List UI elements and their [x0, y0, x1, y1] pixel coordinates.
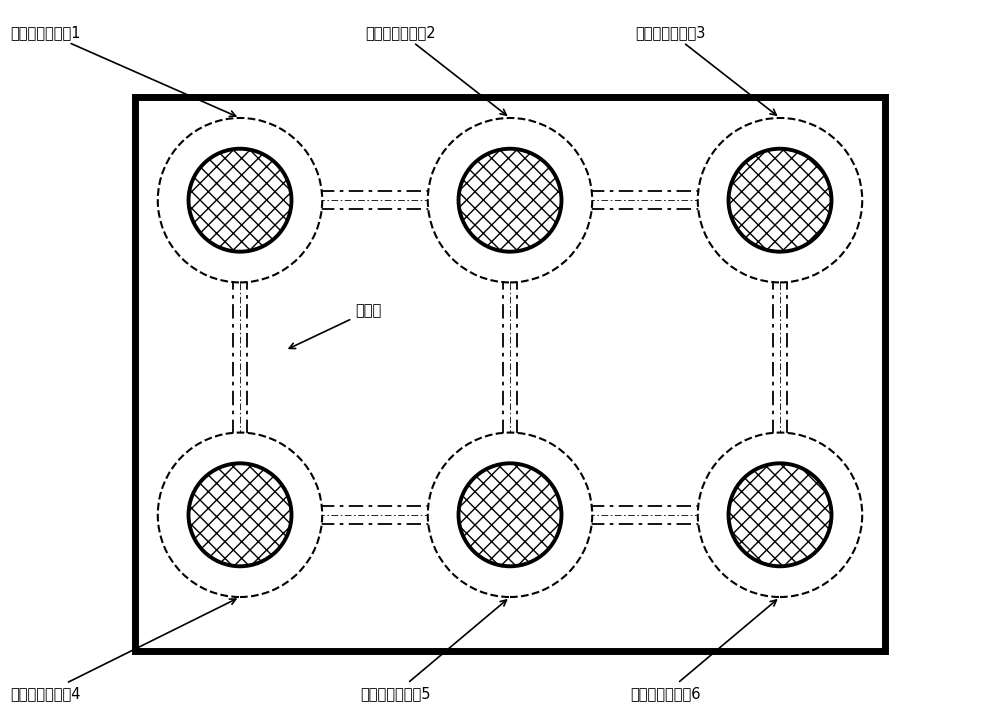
Ellipse shape	[189, 149, 291, 252]
Ellipse shape	[729, 463, 831, 566]
Text: 连通孔: 连通孔	[289, 304, 381, 348]
Text: 电子束发生单元5: 电子束发生单元5	[360, 600, 506, 701]
Text: 电子束发生单元3: 电子束发生单元3	[635, 25, 776, 115]
Ellipse shape	[698, 118, 862, 282]
Text: 电子束发生单元6: 电子束发生单元6	[630, 600, 776, 701]
Ellipse shape	[459, 463, 561, 566]
Ellipse shape	[698, 433, 862, 597]
Ellipse shape	[158, 433, 322, 597]
Bar	[135, 97, 885, 651]
Ellipse shape	[428, 433, 592, 597]
Ellipse shape	[189, 463, 291, 566]
Ellipse shape	[459, 149, 561, 252]
Text: 电子束发生单元2: 电子束发生单元2	[365, 25, 506, 115]
Ellipse shape	[729, 149, 831, 252]
Ellipse shape	[428, 118, 592, 282]
Text: 电子束发生单元4: 电子束发生单元4	[10, 599, 236, 701]
Text: 电子束发生单元1: 电子束发生单元1	[10, 25, 236, 117]
Ellipse shape	[158, 118, 322, 282]
